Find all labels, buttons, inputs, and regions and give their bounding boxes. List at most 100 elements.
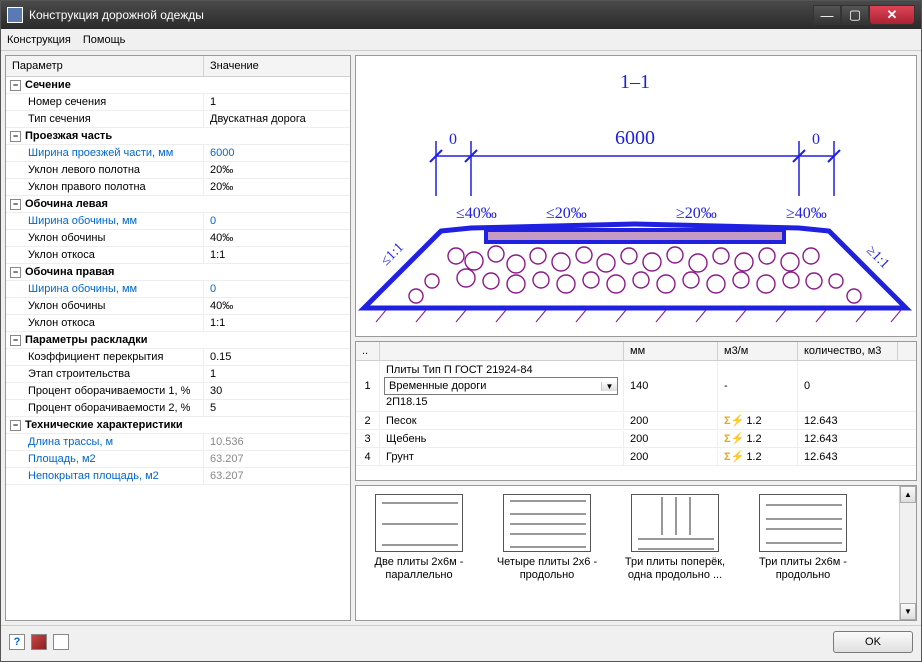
- property-row[interactable]: Уклон левого полотна20‰: [6, 162, 350, 179]
- table-row[interactable]: 4Грунт200Σ⚡1.212.643: [356, 448, 916, 466]
- template-item[interactable]: Четыре плиты 2x6 - продольно: [492, 494, 602, 612]
- property-row[interactable]: Номер сечения1: [6, 94, 350, 111]
- svg-text:0: 0: [812, 131, 820, 148]
- table-row[interactable]: 3Щебень200Σ⚡1.212.643: [356, 430, 916, 448]
- expander-icon[interactable]: −: [10, 80, 21, 91]
- property-row[interactable]: Ширина обочины, мм0: [6, 281, 350, 298]
- app-icon: [7, 7, 23, 23]
- group-header[interactable]: −Проезжая часть: [6, 128, 350, 145]
- prop-name: Уклон правого полотна: [6, 179, 204, 195]
- tool-icon-2[interactable]: [53, 634, 69, 650]
- material-dropdown[interactable]: Временные дороги ▼: [384, 377, 618, 395]
- scroll-up-icon[interactable]: ▲: [900, 486, 916, 503]
- cross-section-drawing: 1–1 0 6000 0 ≤40‰ ≤20‰: [355, 55, 917, 337]
- template-label: Три плиты поперёк, одна продольно ...: [620, 556, 730, 582]
- menu-construction[interactable]: Конструкция: [7, 34, 71, 46]
- prop-value[interactable]: 1: [204, 366, 350, 382]
- expander-icon[interactable]: −: [10, 335, 21, 346]
- prop-value[interactable]: 1:1: [204, 315, 350, 331]
- prop-name: Уклон откоса: [6, 247, 204, 263]
- prop-name: Этап строительства: [6, 366, 204, 382]
- maximize-button[interactable]: ▢: [841, 5, 869, 25]
- table-row[interactable]: 2Песок200Σ⚡1.212.643: [356, 412, 916, 430]
- help-icon[interactable]: ?: [9, 634, 25, 650]
- prop-value[interactable]: 5: [204, 400, 350, 416]
- prop-value[interactable]: 1: [204, 94, 350, 110]
- template-label: Три плиты 2x6м - продольно: [748, 556, 858, 582]
- titlebar[interactable]: Конструкция дорожной одежды — ▢ ✕: [1, 1, 921, 29]
- group-header[interactable]: −Обочина левая: [6, 196, 350, 213]
- minimize-button[interactable]: —: [813, 5, 841, 25]
- property-row[interactable]: Непокрытая площадь, м263.207: [6, 468, 350, 485]
- close-button[interactable]: ✕: [869, 5, 915, 25]
- table-row[interactable]: 1 Плиты Тип П ГОСТ 21924-84 Временные до…: [356, 361, 916, 412]
- property-row[interactable]: Уклон откоса1:1: [6, 315, 350, 332]
- property-row[interactable]: Тип сеченияДвускатная дорога: [6, 111, 350, 128]
- menu-help[interactable]: Помощь: [83, 34, 126, 46]
- th-index: ..: [356, 342, 380, 360]
- prop-value[interactable]: Двускатная дорога: [204, 111, 350, 127]
- prop-value[interactable]: 0.15: [204, 349, 350, 365]
- property-row[interactable]: Уклон обочины40‰: [6, 230, 350, 247]
- prop-value[interactable]: 1:1: [204, 247, 350, 263]
- th-qty: количество, м3: [798, 342, 898, 360]
- template-item[interactable]: Три плиты поперёк, одна продольно ...: [620, 494, 730, 612]
- prop-value[interactable]: 0: [204, 281, 350, 297]
- prop-value[interactable]: 10.536: [204, 434, 350, 450]
- property-row[interactable]: Ширина обочины, мм0: [6, 213, 350, 230]
- property-row[interactable]: Этап строительства1: [6, 366, 350, 383]
- svg-text:0: 0: [449, 131, 457, 148]
- th-mm: мм: [624, 342, 718, 360]
- prop-value[interactable]: 30: [204, 383, 350, 399]
- prop-name: Тип сечения: [6, 111, 204, 127]
- r1-bot: 2П18.15: [384, 395, 619, 409]
- property-grid: Параметр Значение −СечениеНомер сечения1…: [5, 55, 351, 621]
- property-row[interactable]: Процент оборачиваемости 1, %30: [6, 383, 350, 400]
- prop-value[interactable]: 40‰: [204, 230, 350, 246]
- prop-value[interactable]: 20‰: [204, 179, 350, 195]
- dropdown-arrow-icon[interactable]: ▼: [601, 382, 617, 391]
- section-label: 1–1: [620, 71, 650, 93]
- col-value: Значение: [204, 56, 350, 76]
- group-header[interactable]: −Обочина правая: [6, 264, 350, 281]
- prop-value[interactable]: 40‰: [204, 298, 350, 314]
- prop-name: Длина трассы, м: [6, 434, 204, 450]
- tool-icon-1[interactable]: [31, 634, 47, 650]
- prop-name: Ширина проезжей части, мм: [6, 145, 204, 161]
- property-row[interactable]: Площадь, м263.207: [6, 451, 350, 468]
- expander-icon[interactable]: −: [10, 199, 21, 210]
- prop-value[interactable]: 20‰: [204, 162, 350, 178]
- template-item[interactable]: Две плиты 2x6м - параллельно: [364, 494, 474, 612]
- prop-name: Коэффициент перекрытия: [6, 349, 204, 365]
- group-header[interactable]: −Технические характеристики: [6, 417, 350, 434]
- prop-name: Уклон откоса: [6, 315, 204, 331]
- property-row[interactable]: Процент оборачиваемости 2, %5: [6, 400, 350, 417]
- scroll-down-icon[interactable]: ▼: [900, 603, 916, 620]
- property-row[interactable]: Ширина проезжей части, мм6000: [6, 145, 350, 162]
- prop-value[interactable]: 63.207: [204, 451, 350, 467]
- group-header[interactable]: −Сечение: [6, 77, 350, 94]
- svg-text:≥20‰: ≥20‰: [676, 205, 717, 222]
- expander-icon[interactable]: −: [10, 420, 21, 431]
- app-window: Конструкция дорожной одежды — ▢ ✕ Констр…: [0, 0, 922, 662]
- prop-name: Ширина обочины, мм: [6, 213, 204, 229]
- property-row[interactable]: Коэффициент перекрытия0.15: [6, 349, 350, 366]
- property-row[interactable]: Уклон обочины40‰: [6, 298, 350, 315]
- templates-scrollbar[interactable]: ▲ ▼: [899, 486, 916, 620]
- template-preview: [503, 494, 591, 552]
- prop-name: Непокрытая площадь, м2: [6, 468, 204, 484]
- expander-icon[interactable]: −: [10, 267, 21, 278]
- prop-value[interactable]: 6000: [204, 145, 350, 161]
- ok-button[interactable]: OK: [833, 631, 913, 653]
- property-row[interactable]: Длина трассы, м10.536: [6, 434, 350, 451]
- col-param: Параметр: [6, 56, 204, 76]
- expander-icon[interactable]: −: [10, 131, 21, 142]
- r1-top: Плиты Тип П ГОСТ 21924-84: [384, 363, 619, 377]
- group-header[interactable]: −Параметры раскладки: [6, 332, 350, 349]
- prop-name: Площадь, м2: [6, 451, 204, 467]
- prop-value[interactable]: 0: [204, 213, 350, 229]
- property-row[interactable]: Уклон откоса1:1: [6, 247, 350, 264]
- property-row[interactable]: Уклон правого полотна20‰: [6, 179, 350, 196]
- template-item[interactable]: Три плиты 2x6м - продольно: [748, 494, 858, 612]
- prop-value[interactable]: 63.207: [204, 468, 350, 484]
